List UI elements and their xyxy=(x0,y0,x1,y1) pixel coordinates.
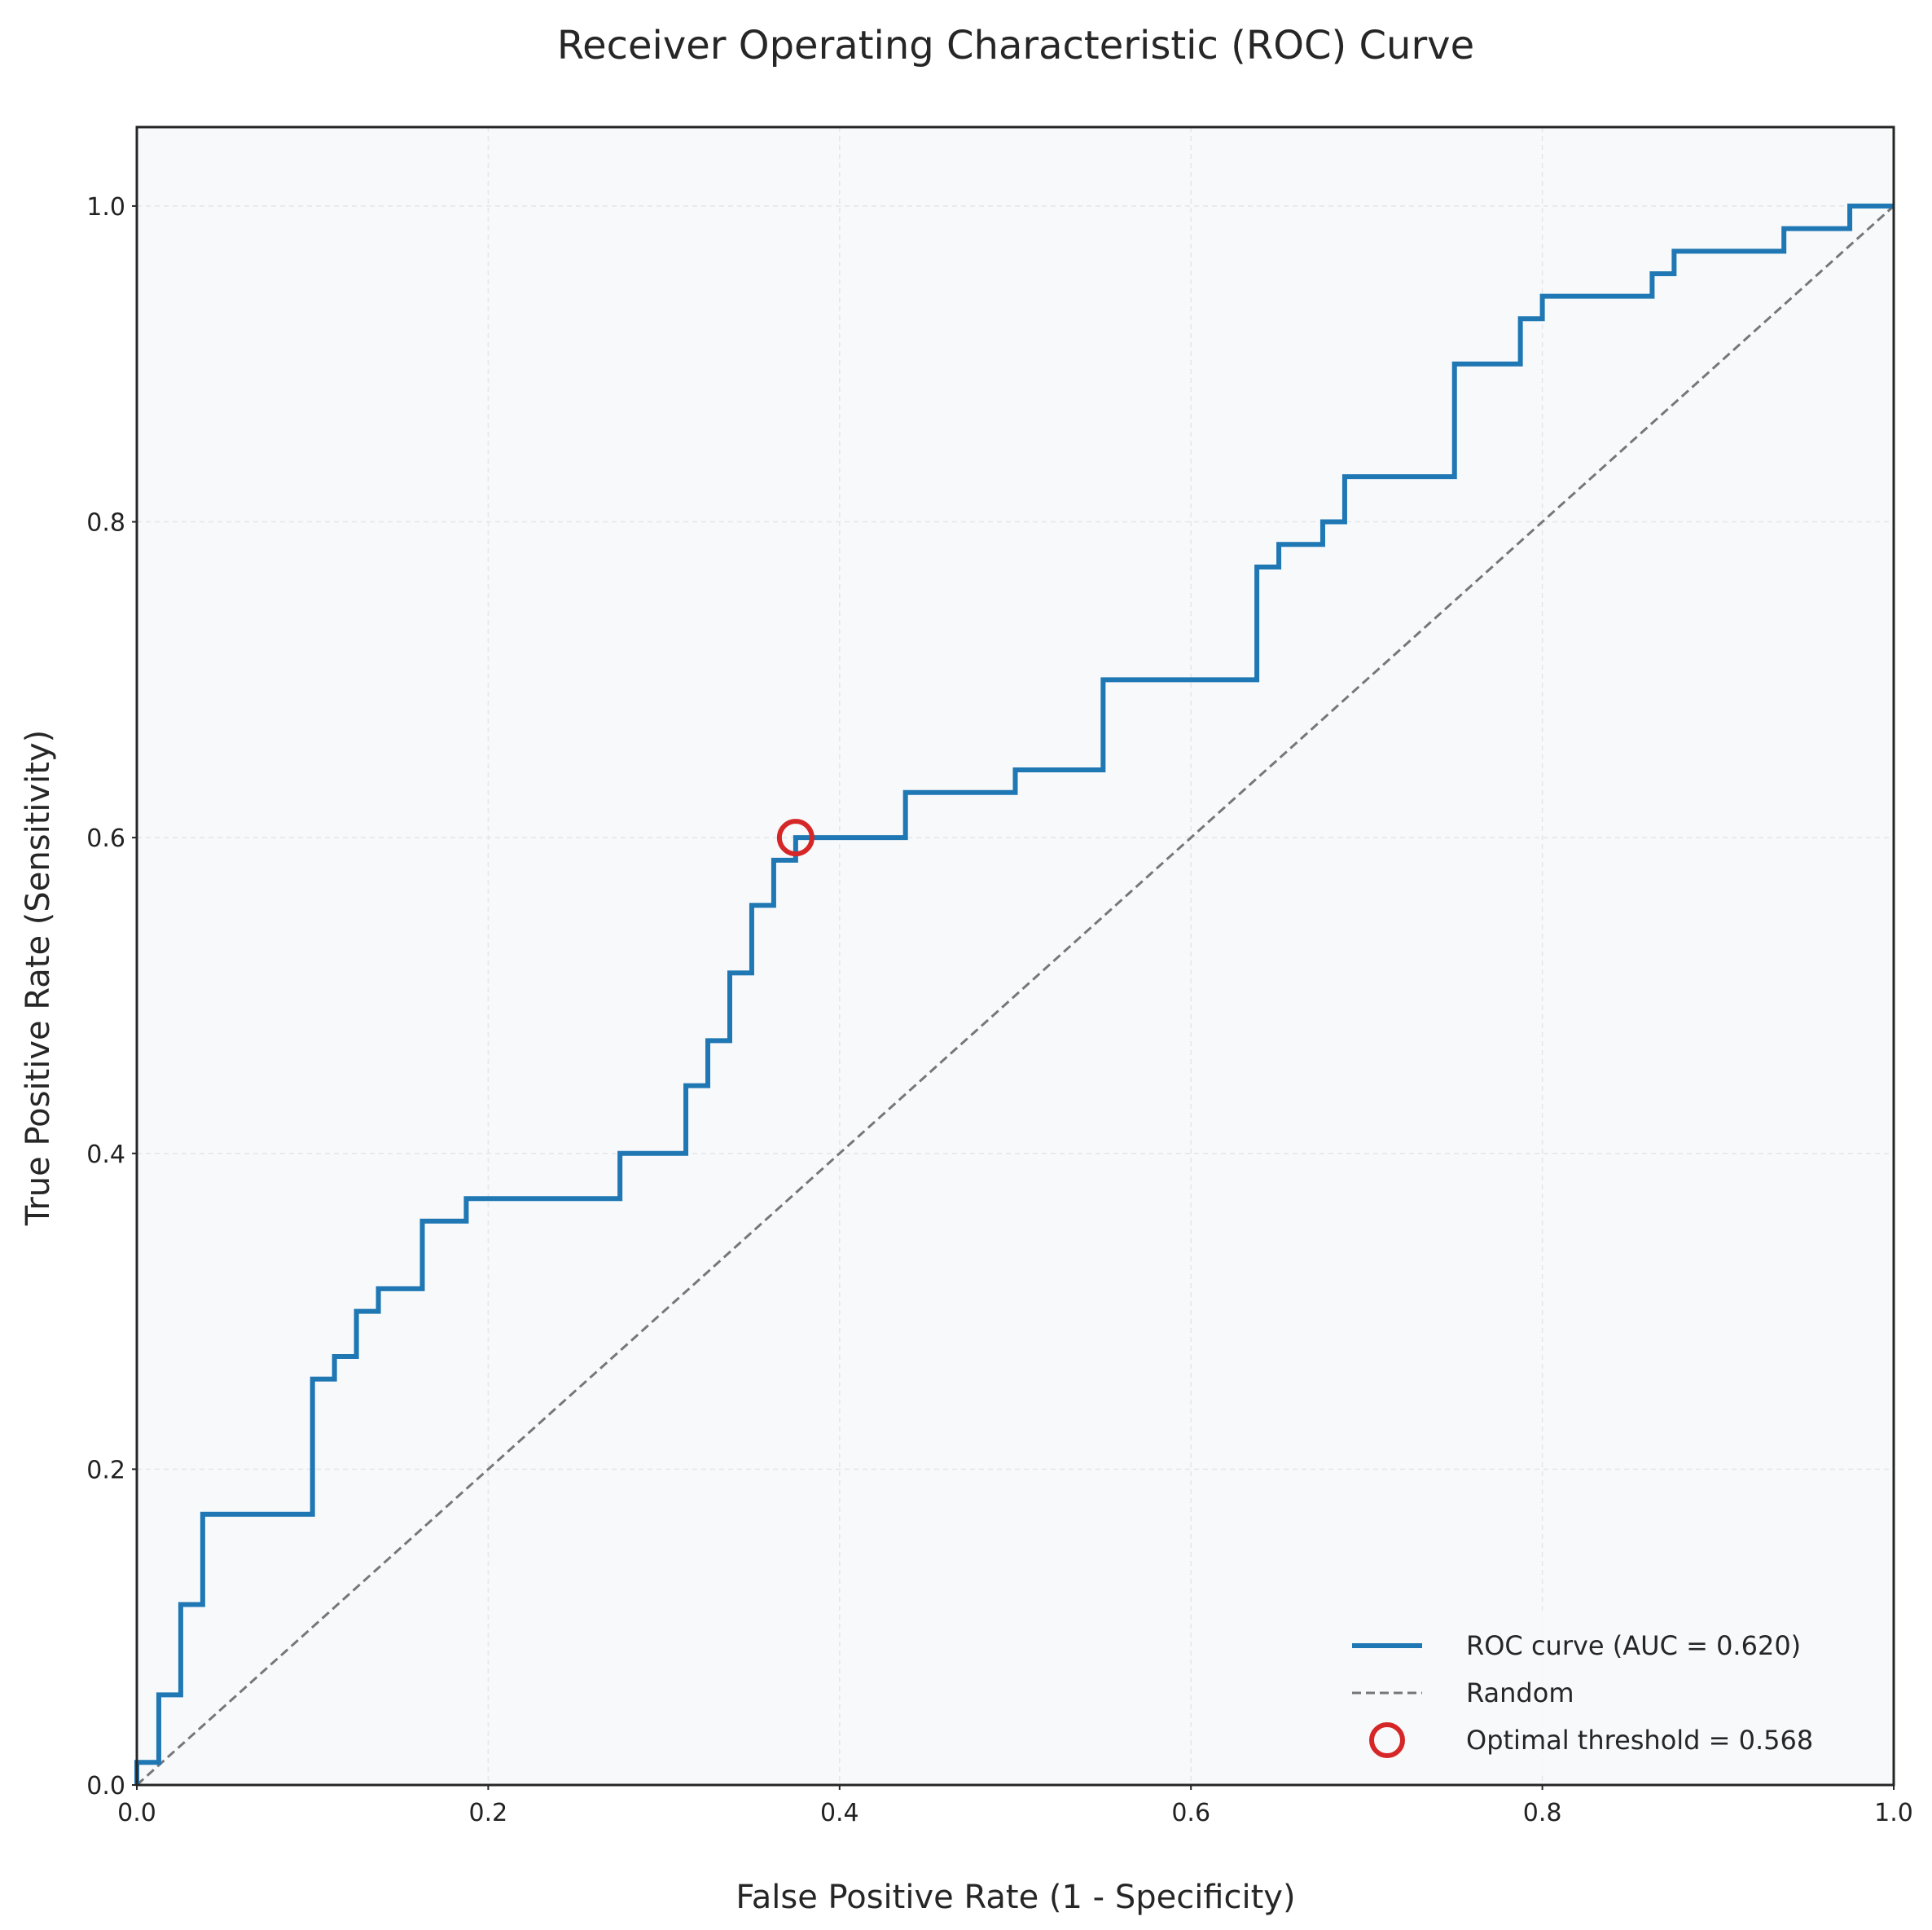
y-tick-label-4: 0.8 xyxy=(86,509,125,538)
legend-box xyxy=(1336,1613,1865,1776)
series-layer xyxy=(134,203,1895,1787)
x-tick-label-1: 0.2 xyxy=(469,1799,508,1827)
legend-label-random: Random xyxy=(1466,1677,1574,1708)
x-tick-label-4: 0.8 xyxy=(1523,1799,1562,1827)
x-tick-label-2: 0.4 xyxy=(820,1799,859,1827)
plot-area xyxy=(137,127,1894,1785)
legend-swatch-optimal xyxy=(1369,1722,1405,1758)
y-axis-label: True Positive Rate (Sensitivity) xyxy=(20,730,57,1226)
y-tick-label-5: 1.0 xyxy=(86,193,125,222)
marker-layer xyxy=(776,819,815,857)
x-tick-label-0: 0.0 xyxy=(117,1799,156,1827)
y-tick-label-1: 0.2 xyxy=(86,1456,125,1484)
plot-frame xyxy=(135,125,1895,1787)
y-tick-label-3: 0.6 xyxy=(86,824,125,853)
y-tick-label-0: 0.0 xyxy=(86,1772,125,1800)
y-tick-label-2: 0.4 xyxy=(86,1141,125,1169)
chart-title: Receiver Operating Characteristic (ROC) … xyxy=(557,23,1474,68)
x-tick-label-5: 1.0 xyxy=(1874,1799,1913,1827)
series-random-line xyxy=(135,204,1895,1787)
series-roc-curve xyxy=(134,203,1894,1785)
legend-label-optimal: Optimal threshold = 0.568 xyxy=(1466,1725,1813,1756)
y-axis-ticks: 0.0 0.2 0.4 0.6 0.8 1.0 xyxy=(86,193,137,1800)
legend: ROC curve (AUC = 0.620) Random Optimal t… xyxy=(1336,1613,1865,1776)
x-axis-label: False Positive Rate (1 - Specificity) xyxy=(735,1879,1295,1916)
optimal-threshold-marker xyxy=(776,819,815,857)
x-axis-ticks: 0.0 0.2 0.4 0.6 0.8 1.0 xyxy=(117,1785,1913,1827)
x-tick-label-3: 0.6 xyxy=(1171,1799,1210,1827)
legend-label-roc: ROC curve (AUC = 0.620) xyxy=(1466,1630,1801,1661)
